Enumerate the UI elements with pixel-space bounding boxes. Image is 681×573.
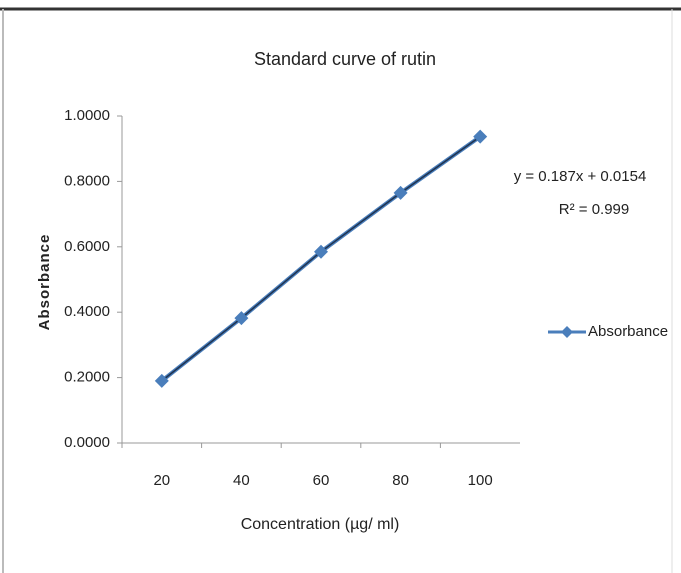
data-point — [473, 129, 488, 144]
y-axis-label: Absorbance — [36, 234, 53, 331]
annotation: y = 0.187x + 0.0154 — [514, 168, 647, 185]
data-point — [154, 373, 169, 388]
y-tick-label: 1.0000 — [64, 107, 110, 124]
legend-marker — [561, 326, 573, 338]
y-tick-label: 0.4000 — [64, 303, 110, 320]
series-line — [160, 134, 482, 383]
y-tick-label: 0.0000 — [64, 434, 110, 451]
x-tick-label: 80 — [392, 472, 409, 489]
x-axis-label: Concentration (µg/ ml) — [241, 516, 400, 533]
data-point — [234, 311, 249, 326]
y-tick-label: 0.6000 — [64, 238, 110, 255]
annotation: R² = 0.999 — [559, 201, 629, 218]
y-tick-label: 0.2000 — [64, 369, 110, 386]
chart-title: Standard curve of rutin — [254, 49, 436, 69]
x-tick-label: 100 — [468, 472, 493, 489]
data-point — [314, 244, 328, 259]
data-point — [393, 185, 408, 200]
legend-label: Absorbance — [588, 323, 668, 340]
x-tick-label: 60 — [313, 472, 330, 489]
x-tick-label: 20 — [153, 472, 170, 489]
x-tick-label: 40 — [233, 472, 250, 489]
y-tick-label: 0.8000 — [64, 172, 110, 189]
